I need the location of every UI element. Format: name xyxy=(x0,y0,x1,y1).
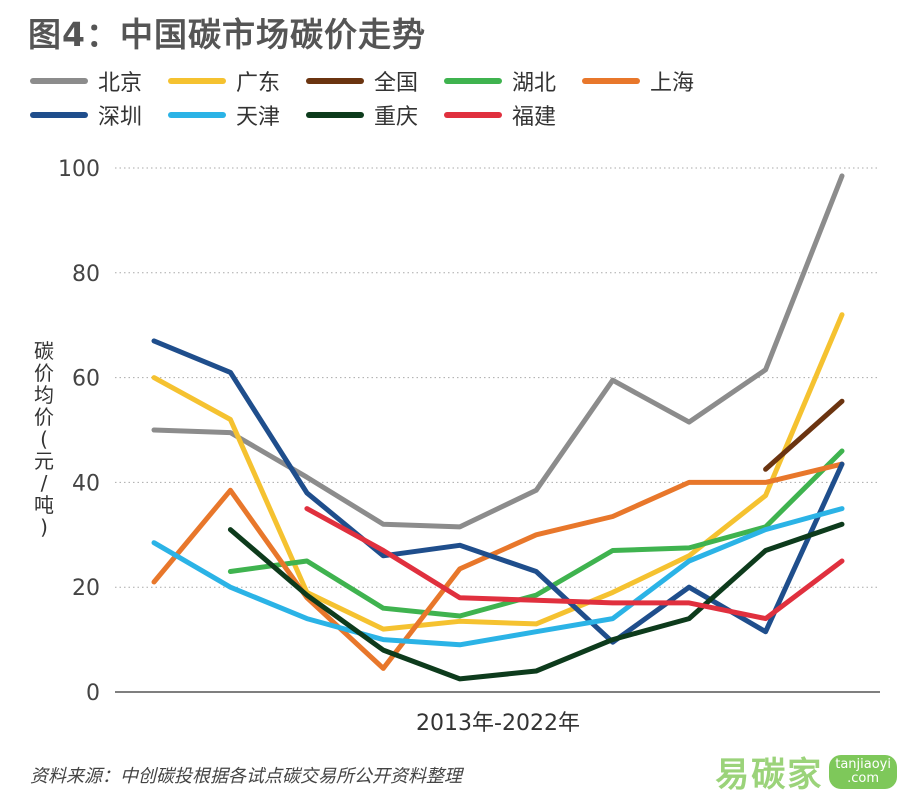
legend-item: 北京 xyxy=(30,64,142,98)
series-line xyxy=(227,448,845,619)
y-axis-label-char: ) xyxy=(40,515,48,539)
legend-item: 广东 xyxy=(168,64,280,98)
legend-label: 重庆 xyxy=(374,105,419,130)
legend-label: 全国 xyxy=(374,71,419,96)
y-axis-label-char: 碳 xyxy=(34,339,54,363)
legend-swatch xyxy=(168,112,226,118)
legend-item: 深圳 xyxy=(30,98,142,132)
watermark-logo: 易碳家 tanjiaoyi .com xyxy=(715,747,897,796)
legend-label: 北京 xyxy=(98,71,143,96)
legend-item: 全国 xyxy=(306,64,418,98)
legend-item: 重庆 xyxy=(306,98,418,132)
legend-label: 上海 xyxy=(650,71,695,96)
legend-item: 上海 xyxy=(582,64,694,98)
y-axis-label-char: 均 xyxy=(34,383,54,407)
legend-swatch xyxy=(306,112,364,118)
legend-swatch xyxy=(30,112,88,118)
watermark-text: 易碳家 xyxy=(715,755,824,795)
watermark-badge-line2: .com xyxy=(847,770,880,786)
series-lines xyxy=(151,173,845,682)
y-axis-ticks: 0 20 40 60 80 100 xyxy=(58,157,100,706)
y-tick-label: 80 xyxy=(72,262,100,287)
y-tick-label: 100 xyxy=(58,157,100,182)
y-axis-label: 碳价均价(元/吨) xyxy=(34,339,54,539)
series-line xyxy=(151,461,845,671)
y-axis-label-char: 吨 xyxy=(34,493,54,517)
y-tick-label: 0 xyxy=(86,681,100,706)
legend-swatch xyxy=(444,112,502,118)
watermark-badge: tanjiaoyi .com xyxy=(829,754,897,789)
y-axis-label-char: 价 xyxy=(34,361,54,385)
y-axis-label-char: / xyxy=(41,471,48,495)
series-line xyxy=(151,312,845,632)
y-tick-label: 20 xyxy=(72,576,100,601)
grid xyxy=(115,167,880,693)
legend-label: 深圳 xyxy=(98,105,143,130)
legend-swatch xyxy=(30,78,88,84)
y-axis-label-char: 价 xyxy=(34,405,54,429)
legend-label: 湖北 xyxy=(512,71,557,96)
watermark-badge-line1: tanjiaoyi xyxy=(835,756,891,772)
legend-item: 天津 xyxy=(168,98,280,132)
series-line xyxy=(763,398,845,472)
legend-item: 湖北 xyxy=(444,64,556,98)
legend-swatch xyxy=(582,78,640,84)
legend-label: 福建 xyxy=(512,105,557,130)
legend-item: 福建 xyxy=(444,98,556,132)
series-line xyxy=(227,521,845,682)
series-line xyxy=(151,506,845,648)
y-tick-label: 40 xyxy=(72,471,100,496)
series-line xyxy=(304,506,845,622)
x-axis-label: 2013年-2022年 xyxy=(416,711,580,736)
legend-swatch xyxy=(168,78,226,84)
legend-label: 广东 xyxy=(236,71,281,96)
legend-swatch xyxy=(306,78,364,84)
source-note: 资料来源：中创碳投根据各试点碳交易所公开资料整理 xyxy=(30,766,462,787)
y-axis-label-char: ( xyxy=(40,427,48,451)
series-line xyxy=(151,173,845,530)
y-axis-label-char: 元 xyxy=(34,449,54,473)
y-tick-label: 60 xyxy=(72,367,100,392)
legend-swatch xyxy=(444,78,502,84)
legend-label: 天津 xyxy=(236,105,281,130)
chart-title: 图4：中国碳市场碳价走势 xyxy=(28,15,426,54)
